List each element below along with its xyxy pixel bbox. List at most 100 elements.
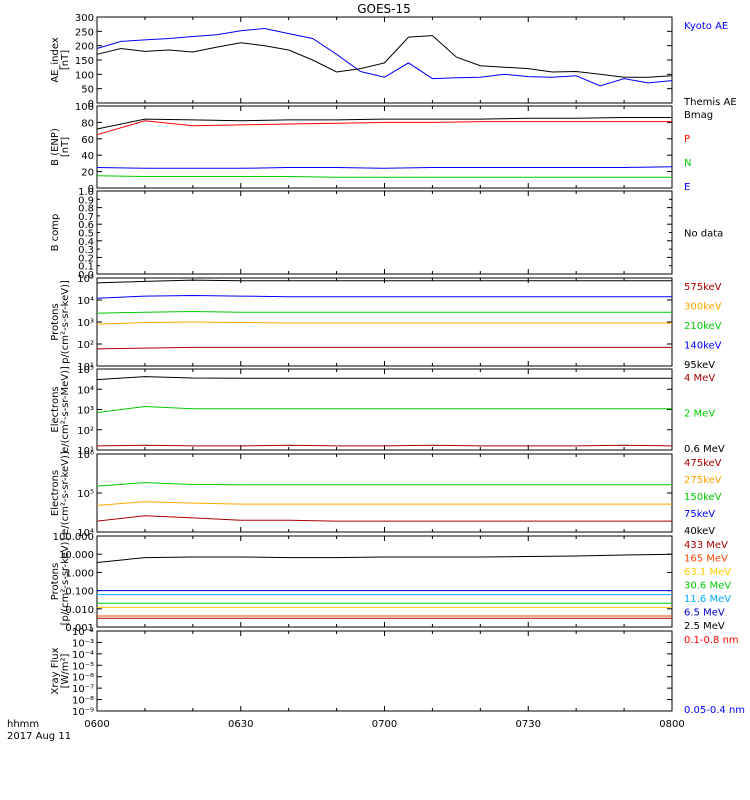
series-line-4-mev bbox=[96, 444, 673, 447]
y-axis-label: B (ENP)[nT] bbox=[50, 128, 71, 166]
legend-label: 210keV bbox=[684, 321, 722, 332]
legend-label: 165 MeV bbox=[684, 554, 728, 565]
y-tick-label: 1.000 bbox=[65, 568, 94, 579]
y-axis-label: Xray Flux[W/m²] bbox=[50, 647, 71, 694]
series-line-0-6-mev bbox=[96, 376, 672, 381]
series-line-themis-ae bbox=[96, 35, 673, 78]
series-line-kyoto-ae bbox=[96, 27, 673, 87]
legend-label: E bbox=[684, 182, 690, 193]
y-axis-label: AE_index[nT] bbox=[50, 37, 71, 83]
legend-label: Themis AE bbox=[683, 97, 737, 108]
y-tick-label: 0.5 bbox=[78, 229, 94, 240]
legend-label: 63.1 MeV bbox=[684, 567, 731, 578]
y-tick-label: 0.9 bbox=[78, 195, 94, 206]
panel-frame bbox=[96, 630, 673, 712]
legend-label: 275keV bbox=[684, 475, 722, 486]
legend-label: 2 MeV bbox=[684, 409, 715, 420]
panel-status-label: No data bbox=[684, 229, 723, 240]
y-tick-label: 0.3 bbox=[78, 245, 94, 256]
y-tick-label: 0 bbox=[88, 184, 94, 195]
y-tick-label: 10⁻³ bbox=[72, 638, 94, 649]
legend-label: 40keV bbox=[684, 526, 715, 537]
y-tick-label: 0 bbox=[88, 99, 94, 110]
y-tick-label: 0.010 bbox=[65, 605, 94, 616]
y-tick-label: 10⁶ bbox=[77, 450, 94, 461]
series-line-275kev bbox=[96, 501, 672, 506]
legend-label: 4 MeV bbox=[684, 373, 715, 384]
y-axis-label: Electronse/(cm²-s-sr-keV)] bbox=[50, 451, 71, 535]
y-tick-label: 10⁻⁷ bbox=[72, 684, 94, 695]
y-tick-label: 10³ bbox=[77, 406, 94, 417]
y-tick-label: 0.8 bbox=[78, 204, 94, 215]
y-tick-label: 10⁵ bbox=[77, 365, 94, 376]
y-tick-label: 0.0 bbox=[78, 270, 94, 281]
legend-label: 2.5 MeV bbox=[684, 621, 725, 632]
legend-label: Bmag bbox=[684, 110, 713, 121]
y-tick-label: 10³ bbox=[77, 318, 94, 329]
y-tick-label: 0.001 bbox=[65, 623, 94, 634]
time-tick-label: 0700 bbox=[372, 719, 397, 730]
legend-label: 0.1-0.8 nm bbox=[684, 635, 739, 646]
panel-frame bbox=[96, 535, 673, 628]
series-line-n bbox=[96, 175, 672, 178]
y-tick-label: 300 bbox=[75, 13, 94, 24]
time-axis-label: hhmm bbox=[7, 719, 39, 730]
panel-7: 0.001 0.010 0.100 1.000 10.000 100.000Protons… bbox=[50, 532, 731, 634]
y-tick-label: 10⁴ bbox=[77, 296, 94, 307]
y-tick-label: 80 bbox=[81, 118, 94, 129]
plot-title: GOES-15 bbox=[357, 2, 411, 16]
series-line-95kev bbox=[96, 279, 672, 284]
panel-6: 10⁴ 10⁵ 10⁶ Electronse/(cm²-s-sr-keV)] 475ke… bbox=[50, 450, 722, 539]
legend-label: N bbox=[684, 158, 691, 169]
y-tick-label: 200 bbox=[75, 42, 94, 53]
panel-frame bbox=[96, 368, 673, 451]
y-tick-label: 150 bbox=[75, 56, 94, 67]
y-tick-label: 10⁴ bbox=[77, 528, 94, 539]
y-tick-label: 10¹ bbox=[77, 446, 94, 457]
y-tick-label: 100.000 bbox=[53, 532, 94, 543]
y-axis-label: B comp bbox=[50, 214, 61, 252]
series-line-475kev bbox=[96, 515, 672, 522]
panel-5: 10¹ 10² 10³ 10⁴ 10⁵ Electronse/(cm²-s-sr-MeV)… bbox=[50, 365, 725, 457]
legend-label: 575keV bbox=[684, 282, 722, 293]
time-tick-label: 0800 bbox=[659, 719, 684, 730]
legend-label: 150keV bbox=[684, 492, 722, 503]
legend-label: 11.6 MeV bbox=[684, 594, 731, 605]
y-tick-label: 50 bbox=[81, 85, 94, 96]
time-tick-label: 0730 bbox=[516, 719, 541, 730]
y-tick-label: 10⁻⁸ bbox=[72, 696, 94, 707]
legend-label: 300keV bbox=[684, 302, 722, 313]
y-tick-label: 10² bbox=[77, 340, 94, 351]
y-tick-label: 10⁴ bbox=[77, 385, 94, 396]
panel-4: 10¹ 10² 10³ 10⁴ 10⁵ Protonsp/(cm²-s-sr-keV)] 5… bbox=[50, 274, 722, 373]
legend-label: Kyoto AE bbox=[684, 21, 728, 32]
series-line-150kev bbox=[96, 482, 672, 487]
legend-label: 475keV bbox=[684, 458, 722, 469]
panel-frame bbox=[96, 453, 673, 533]
series-line-p bbox=[96, 120, 672, 136]
panel-frame bbox=[96, 16, 673, 104]
y-tick-label: 20 bbox=[81, 168, 94, 179]
time-tick-label: 0600 bbox=[84, 719, 109, 730]
y-tick-label: 0.7 bbox=[78, 212, 94, 223]
series-line-575kev bbox=[96, 346, 672, 350]
legend-label: 95keV bbox=[684, 360, 715, 371]
y-tick-label: 100 bbox=[75, 70, 94, 81]
y-axis-label: Electronse/(cm²-s-sr-MeV)] bbox=[50, 366, 71, 453]
y-tick-label: 0.2 bbox=[78, 253, 94, 264]
series-line-2-5-mev bbox=[96, 553, 673, 563]
y-tick-label: 10⁻⁹ bbox=[72, 707, 94, 718]
y-tick-label: 10⁻⁵ bbox=[72, 661, 94, 672]
series-line-300kev bbox=[96, 321, 672, 325]
panel-2: 0 20 40 60 80 100 B (ENP)[nT] Bmag P N E bbox=[50, 102, 713, 195]
legend-label: 75keV bbox=[684, 509, 715, 520]
time-axis-date: 2017 Aug 11 bbox=[7, 731, 71, 742]
y-tick-label: 10⁻² bbox=[72, 627, 94, 638]
y-tick-label: 10⁻⁶ bbox=[72, 673, 94, 684]
y-tick-label: 10¹ bbox=[77, 362, 94, 373]
y-tick-label: 250 bbox=[75, 27, 94, 38]
y-tick-label: 40 bbox=[81, 151, 94, 162]
series-line-bmag bbox=[96, 117, 672, 130]
legend-label: 0.05-0.4 nm bbox=[684, 705, 745, 716]
series-line-e bbox=[96, 166, 673, 169]
